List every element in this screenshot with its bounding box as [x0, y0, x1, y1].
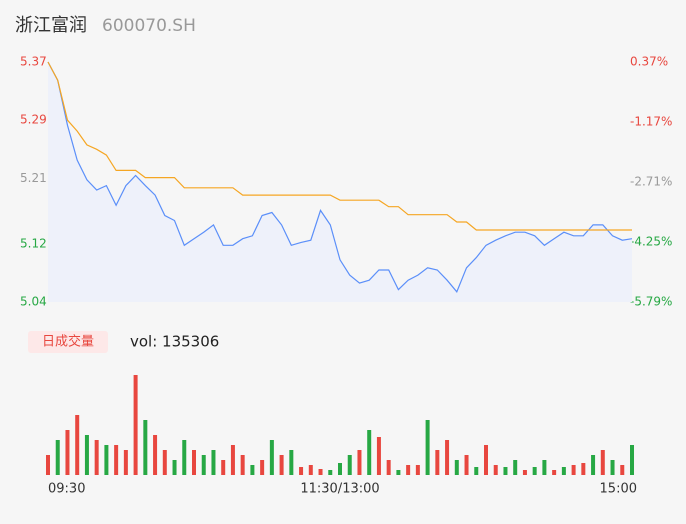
volume-bar: [542, 460, 547, 475]
volume-bar: [484, 445, 488, 475]
y2-tick-label: -5.79%: [630, 295, 672, 309]
volume-bar: [65, 430, 70, 475]
stock-code: 600070.SH: [102, 16, 196, 36]
volume-bar: [182, 440, 187, 475]
volume-bar: [104, 445, 109, 475]
volume-bar: [474, 467, 479, 475]
series-line: [47, 61, 632, 231]
volume-badge: [28, 331, 108, 353]
volume-bar: [620, 465, 625, 475]
volume-bar: [591, 455, 596, 475]
volume-bar: [357, 450, 362, 475]
price-area: [48, 62, 632, 302]
x-tick-label: 09:30: [48, 482, 85, 497]
volume-bar: [396, 470, 401, 475]
volume-bar: [406, 465, 411, 475]
y-tick-label: 5.12: [20, 236, 47, 250]
volume-bar: [561, 467, 566, 475]
volume-bar: [376, 437, 381, 475]
y-tick-label: 5.29: [20, 113, 47, 127]
volume-bar: [630, 445, 634, 475]
volume-bar: [367, 430, 372, 475]
volume-bar: [571, 465, 576, 475]
y-tick-label: 5.37: [20, 55, 47, 69]
volume-bar: [114, 445, 119, 475]
volume-bar: [493, 465, 498, 475]
volume-bar: [552, 470, 557, 475]
volume-bar: [133, 375, 138, 475]
volume-bar: [338, 463, 342, 475]
volume-bar: [425, 420, 430, 475]
volume-bar: [250, 465, 255, 475]
volume-bar: [522, 470, 527, 475]
y-tick-label: 5.04: [20, 295, 47, 309]
volume-bar: [201, 455, 206, 475]
volume-bar: [386, 460, 391, 475]
y2-tick-label: 0.37%: [630, 55, 668, 69]
volume-bar: [94, 440, 99, 475]
volume-bar: [415, 465, 420, 475]
volume-bar: [84, 435, 89, 475]
volume-bar: [162, 450, 167, 475]
y2-tick-label: -1.17%: [630, 115, 672, 129]
volume-bar: [123, 450, 128, 475]
volume-bar: [172, 460, 177, 475]
volume-summary: vol: 135306: [130, 333, 219, 351]
y2-tick-label: -4.25%: [630, 235, 672, 249]
volume-bar: [240, 455, 245, 475]
volume-bar: [299, 467, 304, 475]
volume-bar: [454, 460, 459, 475]
x-tick-label: 15:00: [600, 482, 637, 497]
x-tick-label: 11:30/13:00: [300, 482, 379, 497]
volume-bar: [279, 455, 284, 475]
volume-bar: [192, 450, 196, 475]
volume-bar: [269, 440, 274, 475]
volume-bar: [46, 455, 50, 475]
volume-bar: [513, 460, 518, 475]
volume-bar: [464, 455, 469, 475]
volume-bar: [75, 415, 80, 475]
y2-tick-label: -2.71%: [630, 175, 672, 189]
volume-bar: [221, 460, 226, 475]
volume-bar: [260, 460, 265, 475]
volume-bar: [503, 467, 508, 475]
stock-name: 浙江富润: [15, 15, 87, 36]
volume-bar: [328, 470, 333, 475]
volume-bar: [289, 450, 294, 475]
volume-bar: [347, 455, 352, 475]
volume-bar: [153, 435, 158, 475]
volume-bar: [308, 465, 313, 475]
y-tick-label: 5.21: [20, 171, 47, 185]
volume-bar: [55, 440, 60, 475]
volume-bar: [600, 450, 605, 475]
volume-bar: [581, 463, 586, 475]
volume-bar: [532, 467, 537, 475]
volume-bar: [230, 445, 235, 475]
volume-bar: [435, 450, 440, 475]
volume-bar: [143, 420, 148, 475]
volume-label: 日成交量: [42, 334, 94, 350]
volume-bar: [211, 450, 216, 475]
series-line: [47, 61, 633, 293]
volume-bar: [610, 460, 615, 475]
volume-bar: [445, 440, 450, 475]
volume-bar: [318, 469, 323, 475]
